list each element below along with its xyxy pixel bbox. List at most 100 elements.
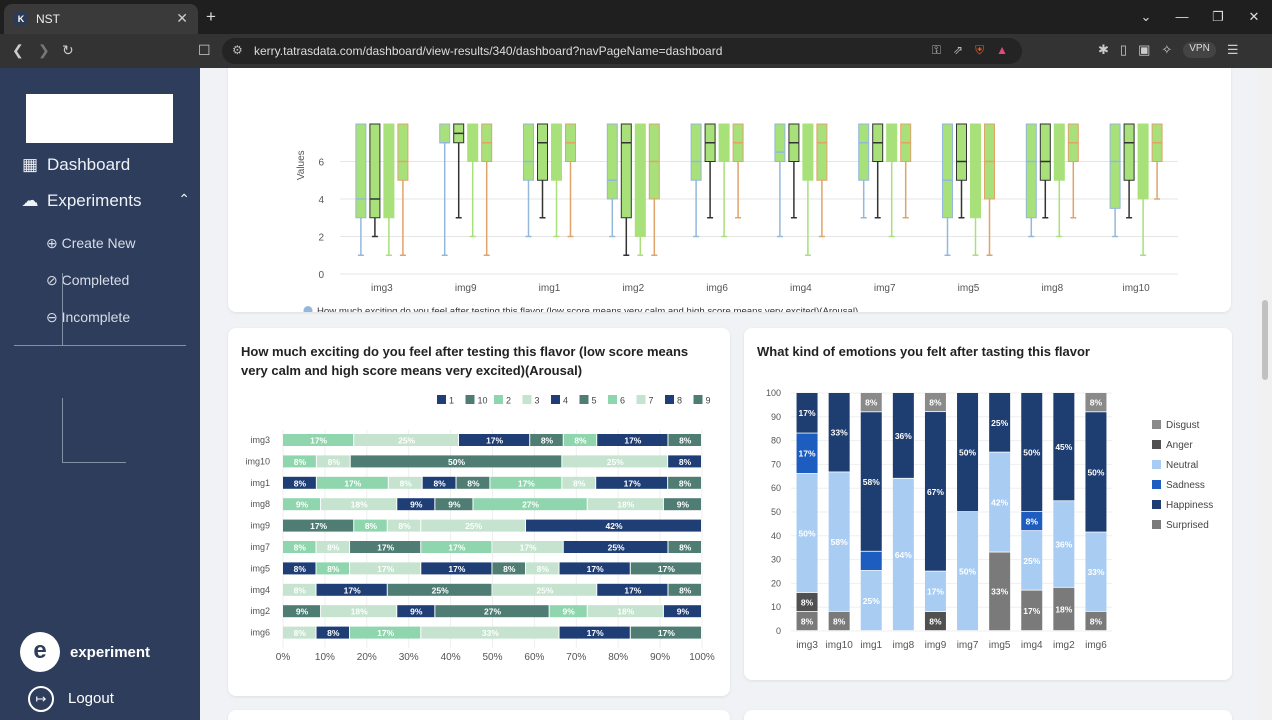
y-tick-label: 0 [318,270,324,281]
legend-label: 6 [620,396,625,406]
data-label: 17% [587,564,604,574]
data-label: 8% [1090,616,1103,626]
chevron-up-icon: ⌃ [178,191,190,207]
bookmark-icon[interactable]: ☐ [198,42,211,58]
data-label: 25% [863,596,880,606]
minus-circle-icon: ⊖ [46,309,58,325]
bar-segment [435,605,549,618]
sidebar: ▦ Dashboard ☁ Experiments ⌃ ⊕ Create New ⊘… [0,68,200,720]
bar-segment [630,562,701,575]
back-icon[interactable]: ❮ [12,42,24,58]
scrollbar[interactable] [1258,68,1272,720]
address-bar[interactable]: ⚙ kerry.tatrasdata.com/dashboard/view-re… [222,38,1022,64]
sidebar-toggle-icon[interactable]: ▯ [1119,42,1128,57]
reload-icon[interactable]: ↻ [62,42,74,58]
next-chart-card [228,710,730,720]
avatar[interactable]: e [20,632,60,672]
data-label: 17% [520,543,537,553]
data-label: 42% [606,521,623,531]
data-label: 8% [833,616,846,626]
site-info-icon[interactable]: ⚙ [232,43,243,57]
url-text[interactable]: kerry.tatrasdata.com/dashboard/view-resu… [254,44,723,58]
bar-segment [549,605,587,618]
bar-segment [492,583,597,596]
restore-icon[interactable]: ❐ [1212,9,1224,24]
scrollbar-thumb[interactable] [1262,300,1268,380]
bar-segment [421,541,492,553]
sidebar-item-incomplete[interactable]: ⊖ Incomplete [46,309,130,326]
y-tick-label: 30 [771,555,781,565]
data-label: 9% [677,607,690,617]
x-tick-label: img9 [925,640,947,651]
key-icon[interactable]: ⚿ [931,43,942,57]
data-label: 8% [327,543,340,553]
bar-segment [1085,412,1107,532]
bar-segment [924,393,946,412]
y-tick-label: 90 [771,412,781,422]
x-tick-label: img9 [455,283,477,294]
data-label: 17% [377,564,394,574]
logout-button[interactable]: Logout [68,690,114,707]
data-label: 17% [799,449,816,459]
box [690,123,702,181]
bar-segment [350,562,421,575]
box [439,123,451,144]
new-tab-icon[interactable]: + [206,7,216,26]
tab-search-icon[interactable]: ⌄ [1140,9,1152,24]
bar-segment [796,433,818,474]
share-icon[interactable]: ⇗ [953,43,964,57]
extensions-icon[interactable]: ✱ [1098,42,1109,57]
minimize-icon[interactable]: — [1175,9,1189,24]
bar-segment [421,519,526,532]
legend-label: Neutral [1166,460,1198,471]
sidebar-item-completed[interactable]: ⊘ Completed [46,272,129,289]
y-axis-label: Values [296,150,307,180]
data-label: 8% [327,628,340,638]
browser-tab[interactable]: K NST ✕ [4,4,198,34]
legend-label: 5 [592,396,597,406]
box [774,123,786,162]
bar-segment [860,393,882,412]
bar-segment [559,626,630,639]
data-label: 18% [1055,604,1072,614]
data-label: 33% [1087,567,1104,577]
data-label: 64% [895,550,912,560]
emotions-chart-card: What kind of emotions you felt after tas… [744,328,1232,680]
data-label: 17% [344,585,361,595]
box [858,123,870,181]
data-label: 17% [1023,606,1040,616]
vpn-button[interactable]: VPN [1183,42,1216,58]
y-tick-label: img6 [250,628,270,638]
forward-icon[interactable]: ❯ [38,42,50,58]
bar-segment [1053,587,1075,631]
bar-segment [283,626,316,639]
close-tab-icon[interactable]: ✕ [176,10,188,26]
x-tick-label: img5 [958,283,980,294]
brave-rewards-icon[interactable]: ▲ [996,43,1008,57]
data-label: 17% [448,543,465,553]
sidebar-item-experiments[interactable]: ☁ Experiments ⌃ [20,191,191,211]
legend-label: 1 [449,396,454,406]
data-label: 25% [432,585,449,595]
tab-title: NST [36,12,60,26]
x-tick-label: 20% [357,652,377,663]
brave-shield-icon[interactable]: ⛨ [975,43,985,57]
legend-swatch [636,395,646,404]
bar-segment [526,562,559,575]
logout-icon[interactable]: ↦ [28,686,54,712]
data-label: 8% [433,478,446,488]
wallet-icon[interactable]: ▣ [1138,42,1151,57]
bar-segment [388,476,422,489]
bar-segment [283,455,316,468]
data-label: 8% [1026,517,1039,527]
bar-segment [526,519,701,532]
leo-ai-icon[interactable]: ✧ [1161,42,1173,57]
legend-swatch [551,395,560,404]
menu-icon[interactable]: ☰ [1226,42,1239,57]
sidebar-item-create-new[interactable]: ⊕ Create New [46,235,136,252]
legend-swatch [1152,520,1161,529]
data-label: 25% [607,457,624,467]
x-tick-label: img1 [860,640,882,651]
sidebar-item-dashboard[interactable]: ▦ Dashboard [20,155,130,175]
close-window-icon[interactable]: ✕ [1248,9,1260,24]
